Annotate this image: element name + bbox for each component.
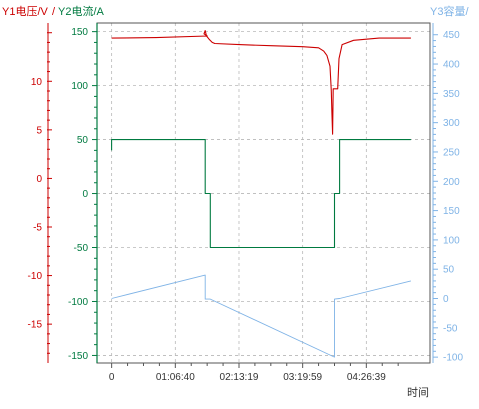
series-layer [111, 30, 412, 358]
y3-tick-label: -50 [443, 323, 458, 334]
x-tick-label: 01:06:40 [156, 372, 195, 383]
y2-tick-label: 0 [82, 189, 88, 200]
y2-tick-label: -100 [68, 297, 88, 308]
y3-axis-title: Y3容量/ [430, 4, 469, 18]
y2-tick-label: -50 [74, 243, 89, 254]
x-tick-label: 02:13:19 [220, 372, 259, 383]
series-line-y1 [111, 30, 411, 135]
y1-tick-label: 5 [36, 125, 42, 136]
x-tick-label: 04:26:39 [347, 372, 386, 383]
y1-axis-title: Y1电压/V [2, 5, 49, 18]
x-tick-label: 03:19:59 [283, 372, 322, 383]
y3-tick-label: -100 [443, 353, 463, 364]
x-tick-label: 0 [109, 372, 115, 383]
y3-tick-label: 450 [443, 30, 460, 41]
y2-axis: 150 100 50 0 -50 -100 -150 [68, 23, 98, 363]
y3-tick-label: 100 [443, 235, 460, 246]
y2-axis-title: Y2电流/A [58, 4, 105, 18]
y1-axis: 10 5 0 -5 -10 -15 [28, 23, 52, 363]
y2-tick-label: 50 [77, 135, 89, 146]
x-axis-title: 时间 [407, 386, 429, 399]
y1-tick-label: -15 [28, 320, 43, 331]
y1-tick-label: 10 [31, 77, 43, 88]
y3-tick-label: 300 [443, 118, 460, 129]
y3-tick-label: 200 [443, 177, 460, 188]
plot-area-border [96, 22, 431, 364]
y3-tick-label: 400 [443, 60, 460, 71]
y1-tick-label: -5 [33, 223, 42, 234]
y1-tick-label: 0 [36, 174, 42, 185]
series-line-y2 [111, 139, 411, 249]
x-axis: 0 01:06:40 02:13:19 03:19:59 04:26:39 [109, 363, 399, 383]
series-line-y3 [111, 274, 412, 358]
y3-tick-label: 250 [443, 147, 460, 158]
y3-tick-label: 350 [443, 89, 460, 100]
y3-tick-label: 50 [443, 265, 455, 276]
y3-tick-label: 150 [443, 206, 460, 217]
axis-title-separator: / [52, 6, 56, 18]
grid [97, 23, 430, 363]
y3-tick-label: 0 [443, 294, 449, 305]
y2-tick-label: 100 [71, 81, 88, 92]
y2-tick-label: -150 [68, 351, 88, 362]
y2-tick-label: 150 [71, 27, 88, 38]
y3-axis: 450 400 350 300 250 200 150 100 50 0 -50 -100 [432, 23, 463, 364]
y1-tick-label: -10 [28, 271, 43, 282]
